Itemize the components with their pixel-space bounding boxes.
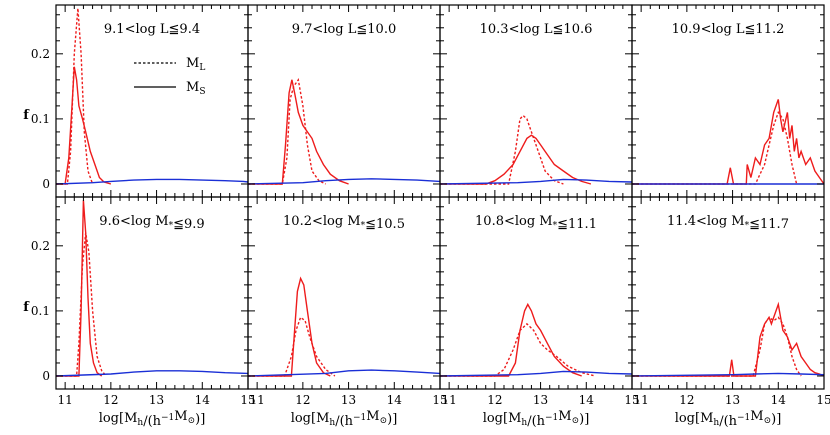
x-axis-label: log[Mh/(h−1M⊙)] <box>291 409 398 429</box>
series-red-solid-line <box>248 276 331 377</box>
x-tick-label: 14 <box>195 393 211 407</box>
x-tick-label: 15 <box>432 393 447 407</box>
y-axis-label: f <box>23 300 30 315</box>
x-tick-label: 13 <box>341 393 356 407</box>
series-blue-solid-line <box>440 178 632 185</box>
y-tick-label: 0 <box>42 177 50 191</box>
x-tick-label: 12 <box>295 393 310 407</box>
x-tick-label: 15 <box>624 393 639 407</box>
x-tick-label: 15 <box>816 393 830 407</box>
x-tick-label: 15 <box>240 393 255 407</box>
panel-8 <box>631 196 825 390</box>
series-red-solid-line <box>56 66 112 185</box>
series-red-dotted-line <box>440 114 564 185</box>
series-red-solid-line <box>56 200 103 377</box>
series-red-dotted-line <box>632 316 802 377</box>
x-axis-label: log[Mh/(h−1M⊙)] <box>483 409 590 429</box>
y-tick-label: 0.2 <box>31 239 50 253</box>
x-axis-label: log[Mh/(h−1M⊙)] <box>675 409 782 429</box>
panel-label: 10.3<log L≦10.6 <box>480 22 593 37</box>
series-red-dotted-line <box>248 316 336 377</box>
y-tick-label: 0.2 <box>31 47 50 61</box>
series-red-dotted-line <box>632 110 798 185</box>
x-tick-label: 12 <box>679 393 694 407</box>
x-axis-label: log[Mh/(h−1M⊙)] <box>99 409 206 429</box>
panel-label: 10.2<log M*≦10.5 <box>283 214 405 232</box>
y-tick-label: 0.1 <box>31 112 50 126</box>
panel-5 <box>55 196 249 390</box>
series-red-solid-line <box>440 134 592 185</box>
x-tick-label: 14 <box>579 393 595 407</box>
x-tick-label: 13 <box>725 393 740 407</box>
x-tick-label: 11 <box>634 393 649 407</box>
series-red-solid-line <box>632 301 824 377</box>
x-tick-label: 11 <box>442 393 457 407</box>
series-blue-solid-line <box>56 370 248 377</box>
x-tick-label: 13 <box>149 393 164 407</box>
x-tick-label: 14 <box>387 393 403 407</box>
series-blue-solid-line <box>248 178 440 185</box>
x-tick-label: 11 <box>250 393 265 407</box>
x-tick-label: 12 <box>487 393 502 407</box>
x-tick-label: 13 <box>533 393 548 407</box>
panel-7 <box>439 196 633 390</box>
series-blue-solid-line <box>632 372 824 377</box>
panel-label: 11.4<log M*≦11.7 <box>667 214 789 232</box>
panel-label: 9.6<log M*≦9.9 <box>99 214 204 232</box>
panel-label: 9.1<log L≦9.4 <box>104 22 200 37</box>
y-tick-label: 0 <box>42 369 50 383</box>
series-red-dotted-line <box>56 232 107 377</box>
panel-frame <box>631 196 825 390</box>
y-tick-label: 0.1 <box>31 304 50 318</box>
y-axis-label: f <box>23 108 30 123</box>
series-red-solid-line <box>248 79 349 185</box>
series-blue-solid-line <box>56 178 248 185</box>
series-red-solid-line <box>440 302 582 377</box>
series-red-solid-line <box>632 99 824 185</box>
legend-label: MS <box>186 80 205 97</box>
panel-label: 10.9<log L≦11.2 <box>672 22 785 37</box>
panel-label: 9.7<log L≦10.0 <box>292 22 396 37</box>
series-red-dotted-line <box>440 322 596 377</box>
series-red-dotted-line <box>248 78 327 185</box>
x-tick-label: 12 <box>103 393 118 407</box>
series-red-dotted-line <box>56 8 94 185</box>
series-blue-solid-line <box>248 369 440 377</box>
x-tick-label: 11 <box>58 393 73 407</box>
legend-label: ML <box>186 56 205 73</box>
panel-label: 10.8<log M*≦11.1 <box>475 214 597 232</box>
x-tick-label: 14 <box>771 393 787 407</box>
legend: ML MS <box>134 56 205 97</box>
series-blue-solid-line <box>440 370 632 377</box>
